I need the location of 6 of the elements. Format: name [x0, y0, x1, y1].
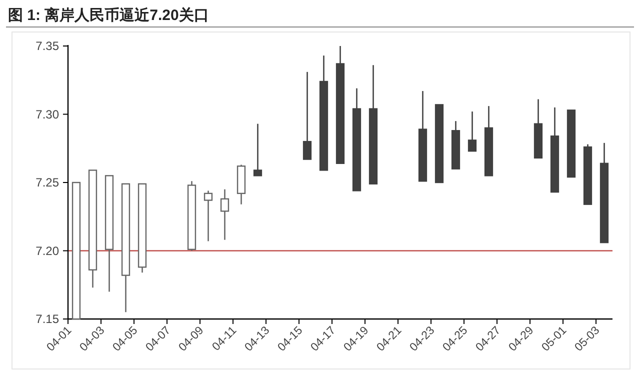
y-tick-label: 7.15 [36, 312, 60, 326]
y-tick-label: 7.35 [36, 39, 60, 53]
y-tick-label: 7.20 [36, 244, 60, 258]
y-tick-label: 7.30 [36, 107, 60, 122]
y-tick-label: 7.25 [36, 176, 60, 190]
chart-title: 图 1: 离岸人民币逼近7.20关口 [8, 6, 209, 24]
